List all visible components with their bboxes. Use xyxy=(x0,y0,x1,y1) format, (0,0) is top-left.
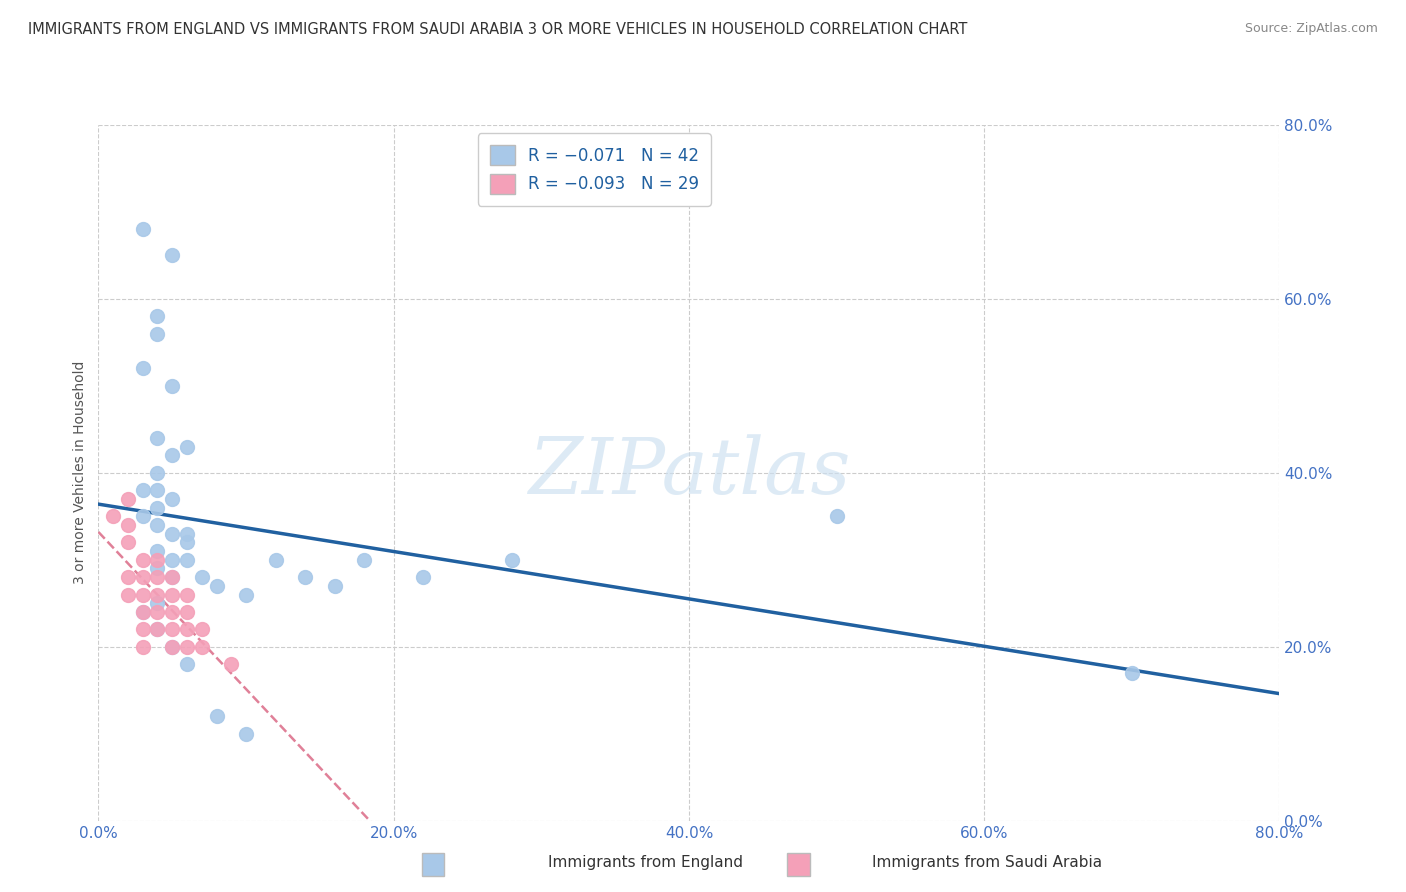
Point xyxy=(191,623,214,637)
Point xyxy=(162,491,183,506)
Point xyxy=(1121,665,1143,680)
Point xyxy=(146,500,169,515)
Point xyxy=(162,526,183,541)
Point xyxy=(412,570,434,584)
Text: IMMIGRANTS FROM ENGLAND VS IMMIGRANTS FROM SAUDI ARABIA 3 OR MORE VEHICLES IN HO: IMMIGRANTS FROM ENGLAND VS IMMIGRANTS FR… xyxy=(28,22,967,37)
Point xyxy=(176,605,198,619)
Point xyxy=(501,552,523,567)
Point xyxy=(146,596,169,610)
Point xyxy=(146,605,169,619)
Point xyxy=(162,587,183,601)
Point xyxy=(264,552,287,567)
Point xyxy=(191,570,214,584)
Legend: R = −0.071   N = 42, R = −0.093   N = 29: R = −0.071 N = 42, R = −0.093 N = 29 xyxy=(478,133,711,205)
Point xyxy=(132,587,155,601)
Point xyxy=(294,570,316,584)
Point xyxy=(176,440,198,454)
Point xyxy=(146,310,169,324)
Point xyxy=(146,326,169,341)
Point xyxy=(219,657,242,671)
Point xyxy=(146,466,169,480)
Text: ZIPatlas: ZIPatlas xyxy=(527,434,851,511)
Point xyxy=(146,517,169,532)
Point xyxy=(176,552,198,567)
Point xyxy=(146,561,169,575)
Point xyxy=(132,483,155,497)
Point xyxy=(146,431,169,445)
Point xyxy=(132,509,155,524)
Point xyxy=(162,378,183,392)
Point xyxy=(162,570,183,584)
Point xyxy=(146,483,169,497)
Y-axis label: 3 or more Vehicles in Household: 3 or more Vehicles in Household xyxy=(73,361,87,584)
Point xyxy=(825,509,848,524)
Point xyxy=(132,640,155,654)
Point xyxy=(132,605,155,619)
Point xyxy=(162,640,183,654)
Point xyxy=(103,509,125,524)
Point xyxy=(132,361,155,376)
Point xyxy=(176,526,198,541)
Point xyxy=(146,544,169,558)
Point xyxy=(323,579,346,593)
Point xyxy=(162,623,183,637)
Point xyxy=(205,579,228,593)
Point xyxy=(162,605,183,619)
Point xyxy=(176,623,198,637)
Point xyxy=(235,726,257,740)
Point xyxy=(176,640,198,654)
Point xyxy=(162,640,183,654)
Point xyxy=(132,552,155,567)
Point xyxy=(176,657,198,671)
Point xyxy=(132,222,155,236)
Point xyxy=(162,448,183,462)
Point xyxy=(176,587,198,601)
Point xyxy=(162,570,183,584)
Point xyxy=(162,248,183,262)
Point xyxy=(117,570,139,584)
Point xyxy=(162,552,183,567)
Point xyxy=(146,570,169,584)
Point xyxy=(117,491,139,506)
Point xyxy=(235,587,257,601)
Point xyxy=(132,605,155,619)
Text: Immigrants from Saudi Arabia: Immigrants from Saudi Arabia xyxy=(872,855,1102,870)
Point xyxy=(117,517,139,532)
Point xyxy=(146,623,169,637)
Point xyxy=(191,640,214,654)
Point xyxy=(146,587,169,601)
Point xyxy=(205,709,228,723)
Point xyxy=(132,623,155,637)
Text: Source: ZipAtlas.com: Source: ZipAtlas.com xyxy=(1244,22,1378,36)
Point xyxy=(146,623,169,637)
Point xyxy=(353,552,375,567)
Point xyxy=(176,535,198,549)
Point xyxy=(146,552,169,567)
Text: Immigrants from England: Immigrants from England xyxy=(548,855,744,870)
Point xyxy=(117,535,139,549)
Point xyxy=(117,587,139,601)
Point xyxy=(132,570,155,584)
